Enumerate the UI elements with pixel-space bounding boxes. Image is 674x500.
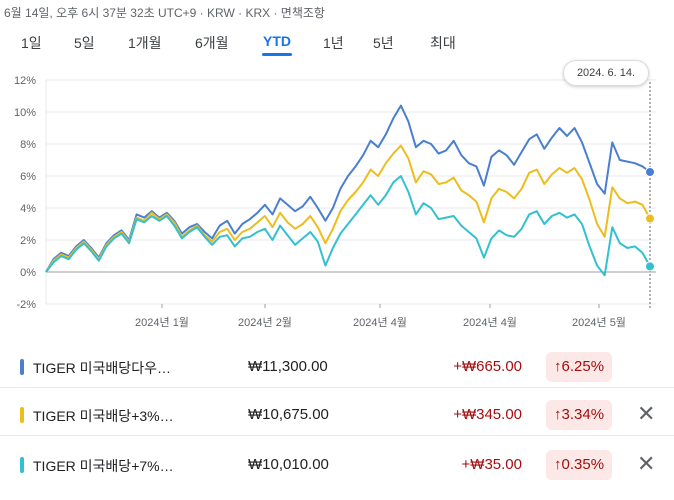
series-name: TIGER 미국배당+3%… <box>33 406 174 426</box>
series-name: TIGER 미국배당다우… <box>33 358 171 378</box>
y-tick-label: 12% <box>14 75 36 87</box>
close-icon[interactable]: ✕ <box>637 452 655 476</box>
series-change: +₩665.00 <box>453 358 522 375</box>
series-change: +₩35.00 <box>462 456 522 473</box>
series-color-swatch <box>20 407 24 423</box>
close-icon[interactable]: ✕ <box>637 402 655 426</box>
series-endpoint-3 <box>646 262 655 271</box>
series-price: ₩10,010.00 <box>248 456 329 473</box>
series-color-swatch <box>20 457 24 473</box>
y-axis-labels: 12% 10% 8% 6% 4% 2% 0% -2% <box>14 75 36 311</box>
legend-row[interactable]: TIGER 미국배당다우… ₩11,300.00 +₩665.00 ↑6.25% <box>0 347 674 388</box>
tab-6m[interactable]: 6개월 <box>195 33 229 53</box>
y-tick-label: -2% <box>16 299 36 311</box>
percent-change-badge: ↑6.25% <box>546 352 612 382</box>
x-tick-label: 2024년 4월 <box>463 316 517 329</box>
x-tick-label: 2024년 2월 <box>238 316 292 329</box>
percent-change-badge: ↑0.35% <box>546 450 612 480</box>
series-lines <box>46 106 650 276</box>
tab-1d[interactable]: 1일 <box>21 33 42 53</box>
y-tick-label: 4% <box>20 203 36 215</box>
series-endpoint-2 <box>646 214 655 223</box>
chart-header-meta: 6월 14일, 오후 6시 37분 32초 UTC+9 · KRW · KRX … <box>4 4 325 21</box>
active-tab-indicator <box>262 53 292 56</box>
x-axis-labels: 2024년 1월 2024년 2월 2024년 4월 2024년 4월 2024년 5월 <box>135 304 626 329</box>
tab-ytd[interactable]: YTD <box>263 33 291 49</box>
series-endpoint-1 <box>646 168 655 177</box>
legend-row[interactable]: TIGER 미국배당+3%… ₩10,675.00 +₩345.00 ↑3.34… <box>0 395 674 436</box>
date-tooltip: 2024. 6. 14. <box>563 60 649 86</box>
series-line-1 <box>46 106 650 272</box>
tab-1m[interactable]: 1개월 <box>128 33 162 53</box>
percent-value: 3.34% <box>562 406 605 423</box>
tab-5y[interactable]: 5년 <box>373 33 394 53</box>
tab-1y[interactable]: 1년 <box>323 33 344 53</box>
percent-change-badge: ↑3.34% <box>546 400 612 430</box>
series-name: TIGER 미국배당+7%… <box>33 456 174 476</box>
arrow-up-icon: ↑ <box>554 456 562 473</box>
arrow-up-icon: ↑ <box>554 406 562 423</box>
chart-grid <box>46 80 656 304</box>
y-tick-label: 6% <box>20 171 36 183</box>
x-tick-label: 2024년 4월 <box>353 316 407 329</box>
time-range-tabs: 1일 5일 1개월 6개월 YTD 1년 5년 최대 <box>0 30 674 60</box>
y-tick-label: 2% <box>20 235 36 247</box>
y-tick-label: 10% <box>14 107 36 119</box>
series-line-2 <box>46 146 650 272</box>
series-change: +₩345.00 <box>453 406 522 423</box>
tab-5d[interactable]: 5일 <box>74 33 95 53</box>
legend-row[interactable]: TIGER 미국배당+7%… ₩10,010.00 +₩35.00 ↑0.35%… <box>0 445 674 485</box>
percent-value: 6.25% <box>562 358 605 375</box>
y-tick-label: 8% <box>20 139 36 151</box>
series-price: ₩11,300.00 <box>248 358 328 375</box>
percent-value: 0.35% <box>562 456 605 473</box>
x-tick-label: 2024년 5월 <box>572 316 626 329</box>
arrow-up-icon: ↑ <box>554 358 562 375</box>
x-tick-label: 2024년 1월 <box>135 316 189 329</box>
series-line-3 <box>46 176 650 275</box>
y-tick-label: 0% <box>20 267 36 279</box>
price-chart[interactable]: 12%10%8%6%4%2%0%-2% 2024년 1월 2024년 2월 2024… <box>0 60 674 350</box>
tab-max[interactable]: 최대 <box>430 33 456 53</box>
series-color-swatch <box>20 359 24 375</box>
series-price: ₩10,675.00 <box>248 406 329 423</box>
